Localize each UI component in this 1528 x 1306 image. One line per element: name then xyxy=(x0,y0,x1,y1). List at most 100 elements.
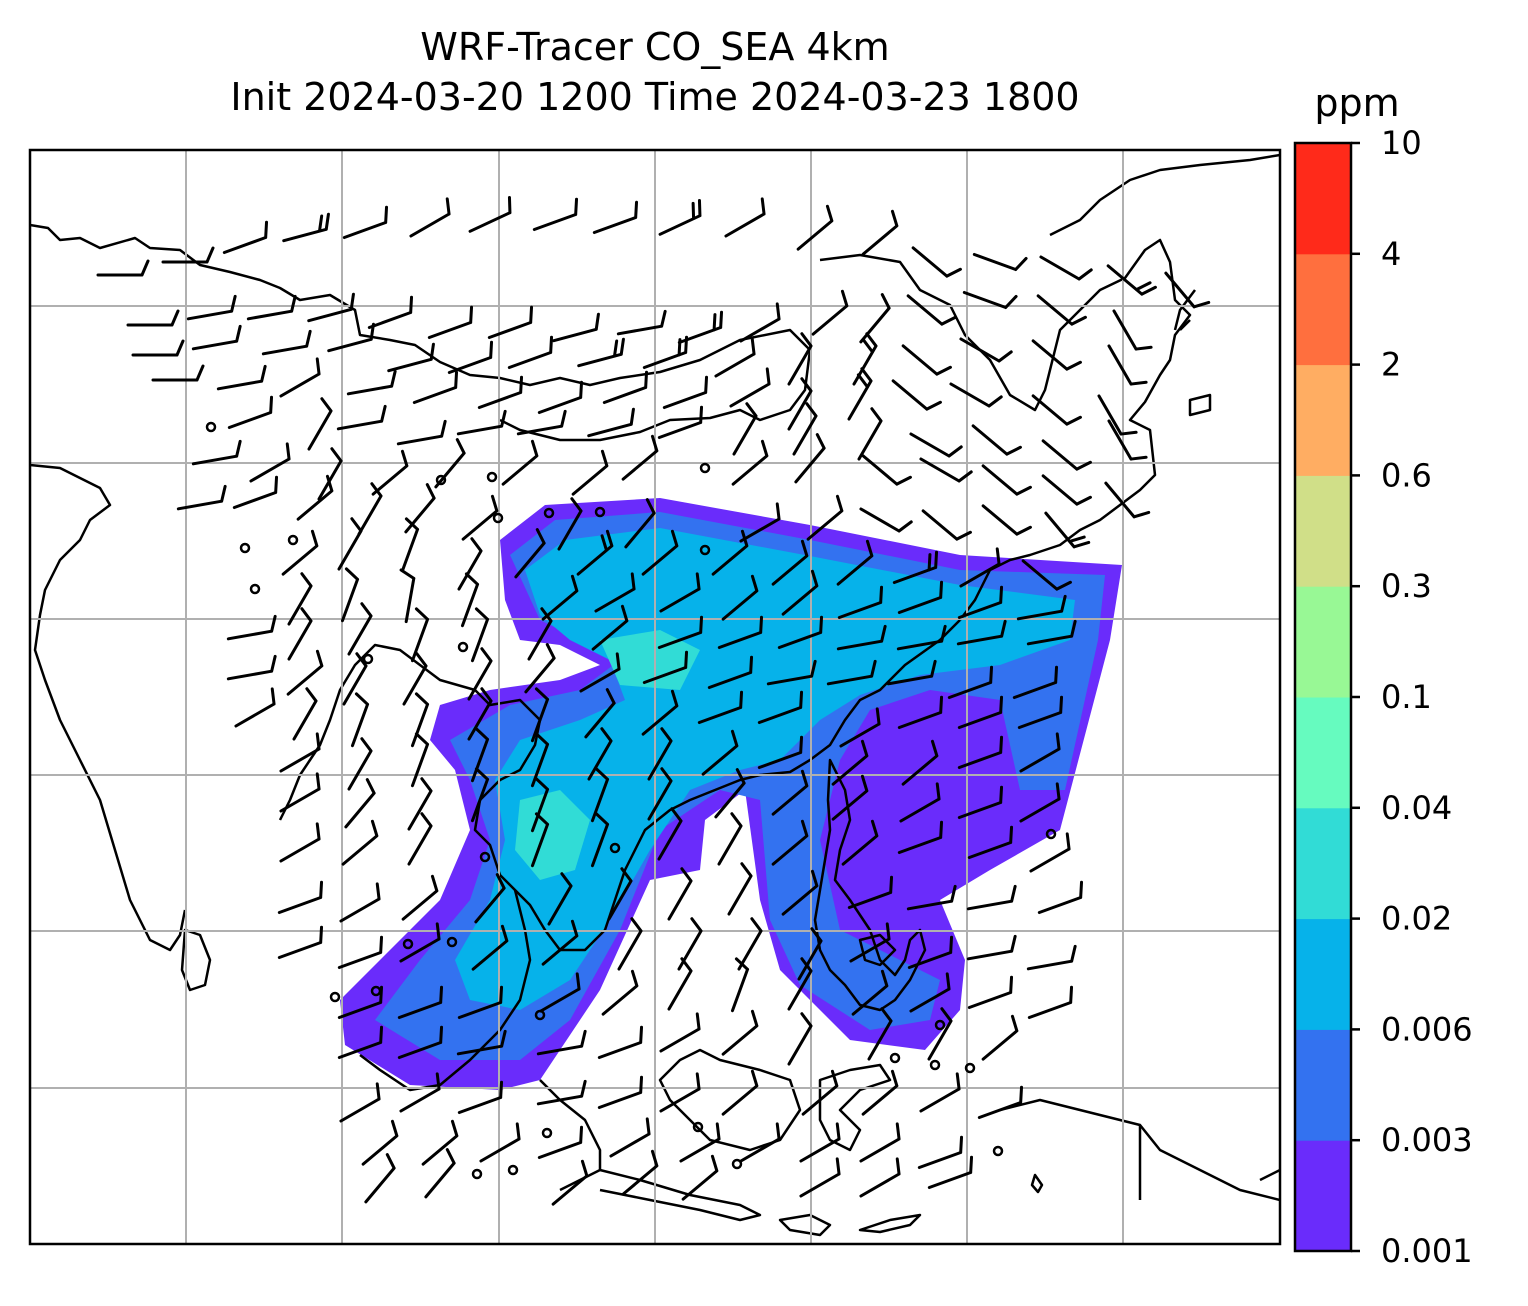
wind-barb xyxy=(957,785,1004,820)
wind-barb xyxy=(717,615,764,650)
wind-barb xyxy=(826,659,877,686)
wind-barb xyxy=(292,687,318,741)
wind-barb xyxy=(397,1025,444,1060)
wind-barb xyxy=(537,1125,584,1160)
wind-barb xyxy=(282,212,330,243)
wind-barb xyxy=(811,289,849,336)
wind-barb xyxy=(279,822,321,863)
wind-barb xyxy=(337,1025,384,1060)
wind-barb xyxy=(906,884,957,911)
wind-barb xyxy=(507,335,554,370)
wind-barb xyxy=(981,1014,1019,1061)
wind-barb xyxy=(399,922,441,963)
wind-barb xyxy=(739,502,781,543)
wind-barb xyxy=(947,665,994,700)
wind-barb xyxy=(911,246,962,278)
wind-barb xyxy=(1016,594,1067,621)
wind-barb xyxy=(909,432,963,458)
wind-barb xyxy=(659,572,701,613)
wind-barb xyxy=(424,1148,456,1199)
wind-barb xyxy=(861,1069,899,1116)
wind-barb xyxy=(892,550,939,585)
wind-barb xyxy=(721,574,759,621)
wind-barb xyxy=(602,370,649,405)
wind-barb xyxy=(917,1135,964,1170)
colorbar-tick-label: 0.6 xyxy=(1381,456,1432,494)
colorbar-segment xyxy=(1295,697,1351,809)
wind-barb xyxy=(1164,271,1211,309)
wind-barb xyxy=(956,619,1007,646)
wind-barb xyxy=(287,607,313,661)
wind-barb xyxy=(427,305,474,340)
coastlines xyxy=(30,153,1280,1237)
wind-barb xyxy=(470,607,490,663)
colorbar-segment xyxy=(1295,1140,1351,1252)
wind-barb xyxy=(361,1119,399,1166)
wind-barb xyxy=(679,1122,721,1163)
wind-barb xyxy=(410,732,430,788)
wind-barb xyxy=(667,867,693,921)
wind-barb xyxy=(470,767,490,823)
wind-barb xyxy=(527,607,553,661)
wind-barb xyxy=(1107,344,1148,386)
wind-barb xyxy=(457,537,483,591)
wind-barb xyxy=(714,337,756,378)
wind-barb xyxy=(96,259,150,277)
colorbar-tick-label: 0.04 xyxy=(1381,789,1452,827)
wind-barb xyxy=(342,205,389,240)
wind-barb xyxy=(799,1157,841,1198)
wind-barb xyxy=(407,777,433,831)
wind-barb xyxy=(281,529,319,576)
wind-barb xyxy=(501,439,539,486)
wind-barb xyxy=(781,569,819,616)
wind-barb xyxy=(277,925,324,960)
wind-barb xyxy=(757,735,804,770)
wind-barb xyxy=(286,649,324,696)
wind-barb xyxy=(524,643,556,694)
wind-barb xyxy=(667,957,693,1011)
wind-barb xyxy=(836,539,874,586)
wind-barb xyxy=(1041,474,1092,506)
wind-barb xyxy=(552,312,600,343)
wind-barb xyxy=(847,367,873,421)
wind-barb xyxy=(594,572,636,613)
wind-barb xyxy=(571,449,609,496)
wind-barb xyxy=(831,739,869,786)
wind-barb xyxy=(957,735,1004,770)
wind-barb xyxy=(246,294,297,321)
wind-barb xyxy=(1019,782,1061,823)
wind-barb xyxy=(547,872,573,926)
wind-barb xyxy=(1104,481,1151,519)
wind-barb xyxy=(677,310,724,345)
wind-barb xyxy=(777,615,824,650)
wind-barb xyxy=(972,252,1028,272)
wind-barb xyxy=(287,572,313,626)
wind-barb xyxy=(131,339,185,357)
wind-barb xyxy=(1017,695,1064,730)
wind-barb xyxy=(886,659,937,686)
wind-barb xyxy=(737,917,763,971)
colorbar-tick-label: 0.001 xyxy=(1381,1232,1473,1270)
wind-barb xyxy=(730,957,750,1013)
wind-barb xyxy=(457,1080,504,1115)
wind-barb xyxy=(647,767,673,821)
wind-barb xyxy=(307,397,333,451)
colorbar-segment xyxy=(1295,586,1351,698)
wind-barb xyxy=(409,197,451,238)
colorbar-tick-label: 4 xyxy=(1381,235,1401,273)
map-panel xyxy=(30,150,1280,1244)
wind-barb xyxy=(609,1117,651,1158)
wind-barb xyxy=(1026,619,1077,646)
wind-barb xyxy=(959,547,1001,588)
colorbar-tick-label: 0.02 xyxy=(1381,900,1452,938)
wind-barb xyxy=(541,919,579,966)
wind-barb xyxy=(859,1157,901,1198)
colorbar-segment xyxy=(1295,364,1351,476)
wind-barb xyxy=(279,772,321,813)
wind-barb xyxy=(477,375,524,410)
wind-barb xyxy=(456,409,507,436)
colorbar-tick-label: 0.003 xyxy=(1381,1121,1473,1159)
wind-barb xyxy=(434,438,466,489)
wind-barb xyxy=(837,585,884,620)
